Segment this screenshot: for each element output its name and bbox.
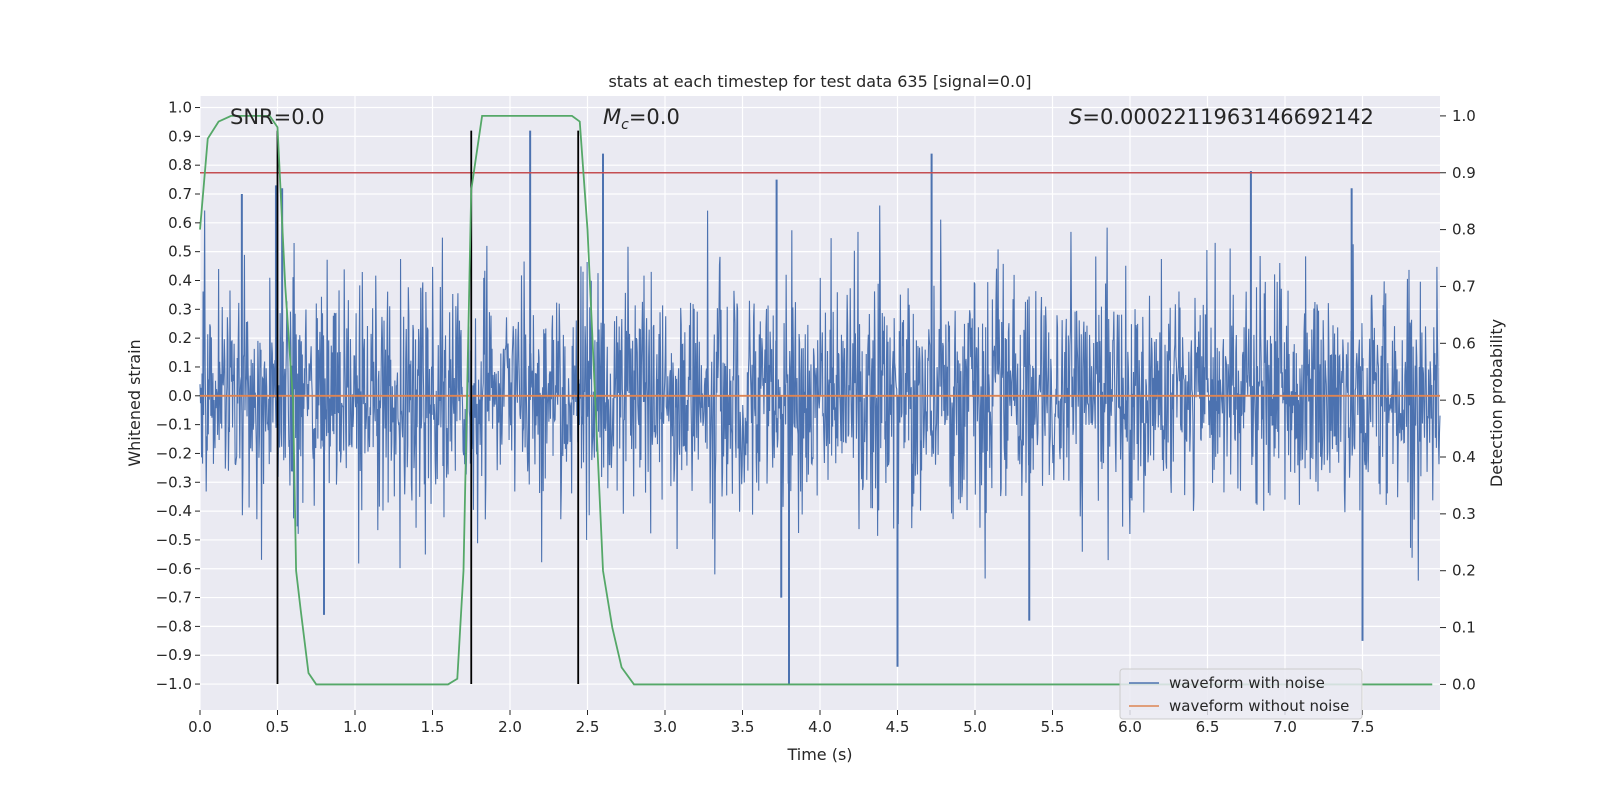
x-tick-label: 4.0 (808, 718, 832, 736)
y-tick-label: 0.4 (168, 271, 192, 289)
chirp-mass-subscript: c (621, 117, 629, 133)
y2-axis-label: Detection probability (1487, 319, 1506, 487)
y2-tick-label: 0.5 (1452, 391, 1476, 409)
y-tick-label: 0.8 (168, 156, 192, 174)
snr-annotation: SNR=0.0 (230, 105, 325, 129)
score-symbol: S (1069, 105, 1082, 129)
y-tick-label: −1.0 (156, 675, 192, 693)
y-tick-label: −0.7 (156, 589, 192, 607)
y2-tick-label: 0.0 (1452, 675, 1476, 693)
detection-probability-line (199, 115, 1433, 686)
x-tick-label: 2.0 (498, 718, 522, 736)
y2-tick-label: 0.4 (1452, 448, 1476, 466)
legend-box (1119, 668, 1363, 720)
y-tick-label: −0.1 (156, 416, 192, 434)
x-tick-label: 5.0 (963, 718, 987, 736)
y-tick-label: −0.8 (156, 617, 192, 635)
x-axis-ticks: 0.0 0.5 1.0 1.5 2.0 2.5 3.0 3.5 4.0 4.5 5.0 5.5 6.0 6… (188, 710, 1374, 736)
y2-tick-label: 0.1 (1452, 619, 1476, 637)
y-tick-label: −0.6 (156, 560, 192, 578)
x-tick-label: 5.5 (1041, 718, 1065, 736)
x-tick-label: 1.0 (343, 718, 367, 736)
y-tick-label: 0.7 (168, 185, 192, 203)
noise-waveform-path (199, 205, 1441, 581)
x-tick-label: 0.0 (188, 718, 212, 736)
y-tick-label: −0.3 (156, 473, 192, 491)
score-annotation: S=0.0002211963146692142 (1069, 105, 1374, 129)
y-tick-label: 0.2 (168, 329, 192, 347)
y2-tick-label: 0.3 (1452, 505, 1476, 523)
y-tick-label: 0.6 (168, 214, 192, 232)
x-tick-label: 3.5 (731, 718, 755, 736)
x-tick-label: 6.0 (1118, 718, 1142, 736)
chart-title: stats at each timestep for test data 635… (608, 72, 1031, 91)
y-tick-label: −0.5 (156, 531, 192, 549)
y2-tick-label: 0.9 (1452, 164, 1476, 182)
y-tick-label: 0.9 (168, 127, 192, 145)
y-tick-label: 1.0 (168, 99, 192, 117)
chirp-mass-annotation: Mc=0.0 (603, 105, 680, 133)
x-tick-label: 1.5 (421, 718, 445, 736)
legend: waveform with noise waveform without noi… (1119, 668, 1363, 720)
score-value: =0.0002211963146692142 (1082, 105, 1374, 129)
x-tick-label: 6.5 (1196, 718, 1220, 736)
legend-label-noise: waveform with noise (1169, 674, 1325, 692)
x-tick-label: 7.5 (1351, 718, 1375, 736)
x-tick-label: 4.5 (886, 718, 910, 736)
y-tick-label: −0.9 (156, 646, 192, 664)
y-tick-label: 0.5 (168, 243, 192, 261)
waveform-with-noise-series (199, 205, 1441, 581)
y2-tick-label: 1.0 (1452, 107, 1476, 125)
y-axis-ticks: 1.0 0.9 0.8 0.7 0.6 0.5 0.4 0.3 0.2 0.1 0.0 −0.1 −0.… (156, 99, 200, 693)
x-tick-label: 3.0 (653, 718, 677, 736)
y2-tick-label: 0.2 (1452, 562, 1476, 580)
y-tick-label: 0.3 (168, 300, 192, 318)
x-axis-label: Time (s) (786, 745, 852, 764)
x-tick-label: 7.0 (1273, 718, 1297, 736)
chirp-mass-symbol: M (603, 105, 621, 129)
y-axis-label: Whitened strain (125, 339, 144, 466)
y-tick-label: −0.4 (156, 502, 192, 520)
x-tick-label: 0.5 (266, 718, 290, 736)
y2-axis-ticks: 1.0 0.9 0.8 0.7 0.6 0.5 0.4 0.3 0.2 0.1 0.0 (1440, 107, 1476, 693)
y-tick-label: 0.1 (168, 358, 192, 376)
y-tick-label: 0.0 (168, 387, 192, 405)
x-tick-label: 2.5 (576, 718, 600, 736)
y2-tick-label: 0.6 (1452, 334, 1476, 352)
y-tick-label: −0.2 (156, 444, 192, 462)
legend-label-clean: waveform without noise (1169, 697, 1349, 715)
chirp-mass-value: =0.0 (629, 105, 680, 129)
y2-tick-label: 0.8 (1452, 221, 1476, 239)
y2-tick-label: 0.7 (1452, 277, 1476, 295)
